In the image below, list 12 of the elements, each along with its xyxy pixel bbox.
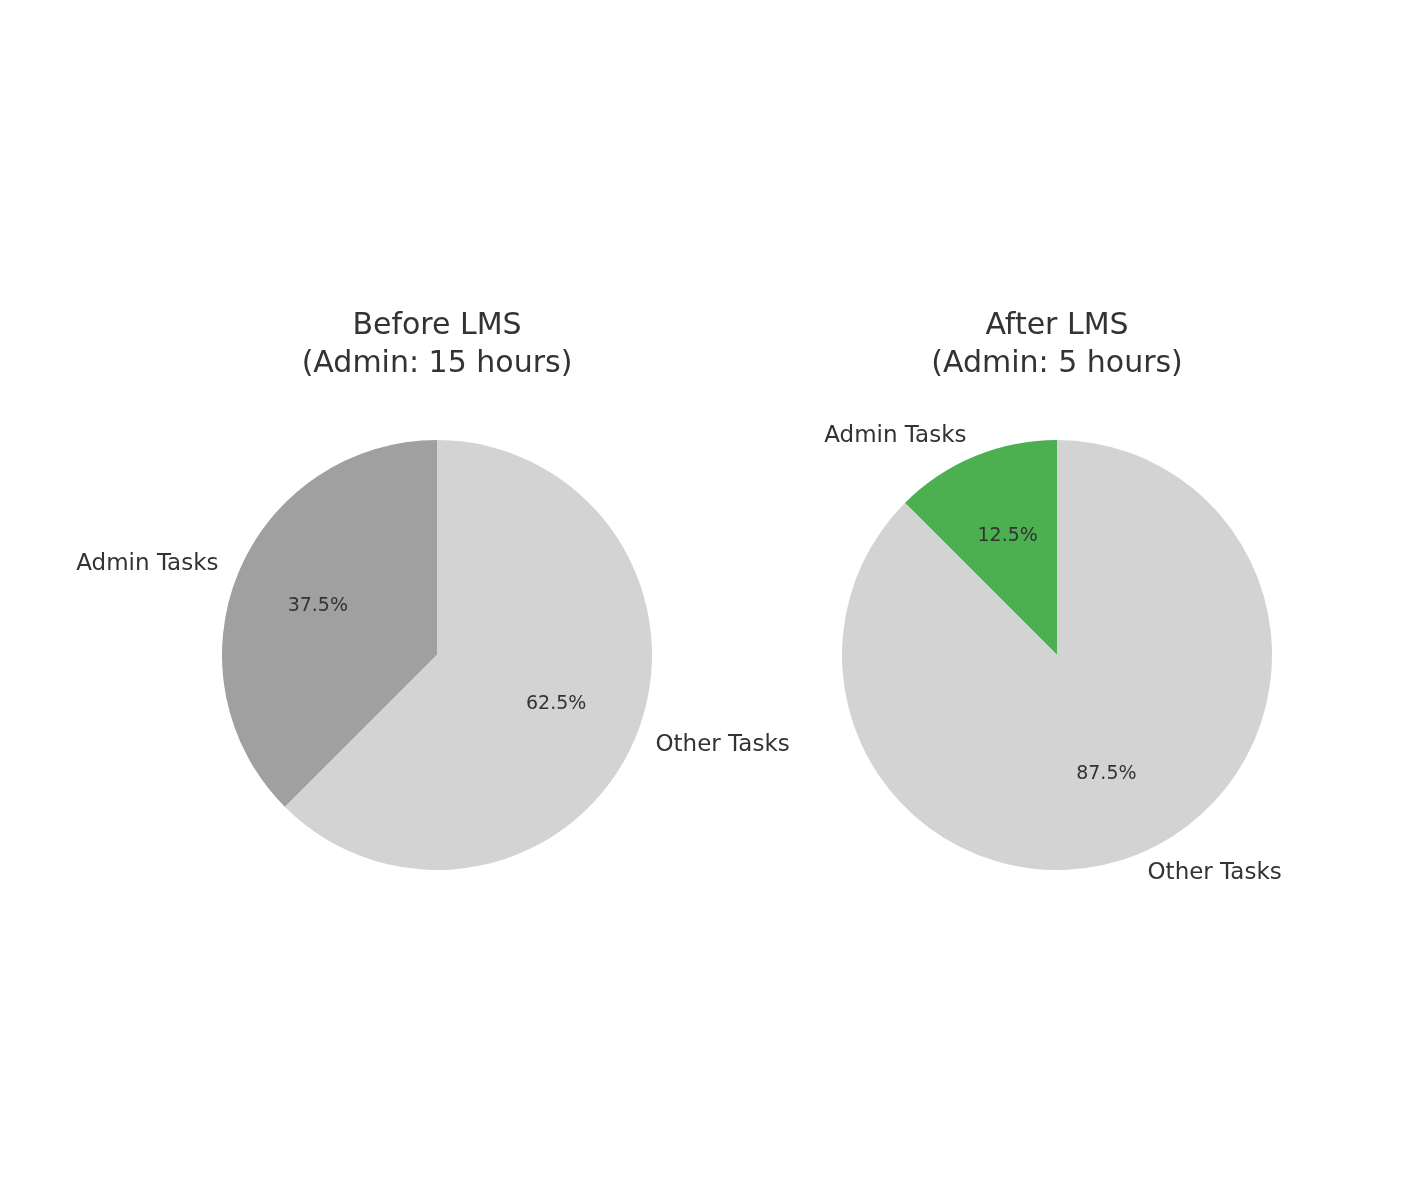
data-label: 62.5% xyxy=(526,691,587,714)
chart-subtitle: (Admin: 15 hours) xyxy=(301,343,573,379)
data-label: 12.5% xyxy=(977,522,1038,545)
slice-label: Admin Tasks xyxy=(824,421,967,448)
slice-label: Other Tasks xyxy=(655,730,790,757)
data-label: 87.5% xyxy=(1076,761,1137,784)
chart-subtitle: (Admin: 5 hours) xyxy=(931,343,1183,379)
slice-label: Admin Tasks xyxy=(76,549,219,576)
chart-title: Before LMS xyxy=(352,305,522,341)
chart-title: After LMS xyxy=(985,305,1129,341)
slice-label: Other Tasks xyxy=(1147,858,1282,885)
data-label: 37.5% xyxy=(287,592,348,615)
